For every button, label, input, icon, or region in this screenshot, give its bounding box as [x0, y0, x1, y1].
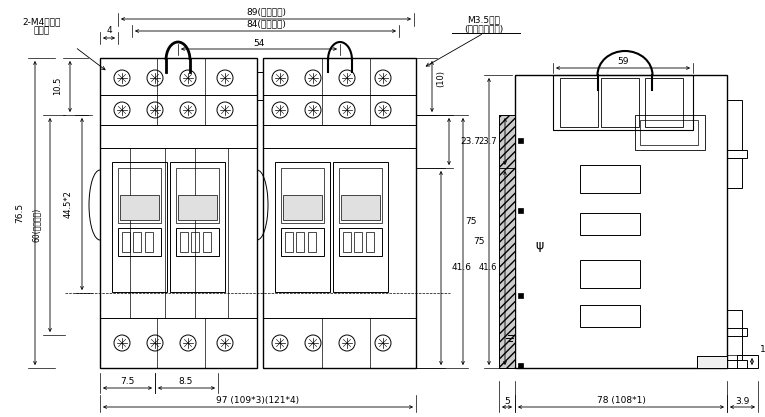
- Text: 78 (108*1): 78 (108*1): [597, 397, 646, 405]
- Bar: [515, 75, 727, 368]
- Bar: [580, 260, 640, 288]
- Text: 41.6: 41.6: [478, 264, 497, 272]
- Bar: [281, 228, 324, 256]
- Text: 8.5: 8.5: [179, 377, 194, 385]
- Text: 75: 75: [465, 216, 477, 226]
- Text: 4: 4: [106, 25, 112, 35]
- Bar: [727, 158, 742, 188]
- Bar: [118, 168, 161, 223]
- Text: 41.6: 41.6: [452, 264, 472, 272]
- Text: 44.5*2: 44.5*2: [63, 190, 73, 218]
- Bar: [645, 78, 683, 127]
- Bar: [560, 78, 598, 127]
- Bar: [283, 195, 322, 220]
- Bar: [640, 120, 698, 145]
- Text: 23.7: 23.7: [460, 136, 480, 146]
- Text: 10.5: 10.5: [54, 77, 63, 95]
- Bar: [341, 195, 380, 220]
- Text: 3.9: 3.9: [735, 397, 749, 405]
- Bar: [100, 58, 257, 368]
- Bar: [122, 232, 130, 252]
- Bar: [281, 168, 324, 223]
- Bar: [339, 228, 382, 256]
- Bar: [120, 195, 159, 220]
- Text: 2-M4ねじ用: 2-M4ねじ用: [23, 18, 61, 27]
- Text: 7.5: 7.5: [120, 377, 134, 385]
- Bar: [339, 168, 382, 223]
- Text: 89(取付寸法): 89(取付寸法): [246, 8, 286, 17]
- Bar: [170, 162, 225, 292]
- Bar: [499, 115, 515, 368]
- Text: 5: 5: [504, 397, 510, 405]
- Bar: [343, 232, 351, 252]
- Bar: [133, 232, 141, 252]
- Bar: [635, 115, 705, 150]
- Text: ψ: ψ: [536, 239, 544, 251]
- Bar: [727, 100, 742, 150]
- Bar: [727, 360, 747, 368]
- Text: 10: 10: [760, 344, 765, 354]
- Text: 97 (109*3)(121*4): 97 (109*3)(121*4): [216, 397, 300, 405]
- Text: 60(取付寸法): 60(取付寸法): [31, 208, 41, 242]
- Bar: [518, 363, 523, 368]
- Bar: [176, 228, 219, 256]
- Bar: [727, 310, 742, 360]
- Text: 76.5: 76.5: [15, 203, 24, 223]
- Text: 取付穴: 取付穴: [34, 27, 50, 35]
- Bar: [518, 293, 523, 298]
- Bar: [333, 162, 388, 292]
- Bar: [285, 232, 293, 252]
- Bar: [275, 162, 330, 292]
- Text: M3.5ねじ: M3.5ねじ: [467, 15, 500, 25]
- Bar: [180, 232, 188, 252]
- Bar: [518, 138, 523, 143]
- Bar: [203, 232, 211, 252]
- Text: 23.7: 23.7: [478, 136, 497, 146]
- Bar: [697, 356, 727, 368]
- Bar: [553, 75, 693, 130]
- Bar: [580, 165, 640, 193]
- Bar: [145, 232, 153, 252]
- Bar: [118, 228, 161, 256]
- Bar: [366, 232, 374, 252]
- Text: 54: 54: [253, 38, 265, 48]
- Bar: [176, 168, 219, 223]
- Text: (セルフアップ): (セルフアップ): [464, 25, 503, 33]
- Bar: [191, 232, 199, 252]
- Bar: [518, 208, 523, 213]
- Bar: [178, 195, 217, 220]
- Bar: [354, 232, 362, 252]
- Text: 84(取付寸法): 84(取付寸法): [246, 20, 286, 28]
- Bar: [308, 232, 316, 252]
- Bar: [580, 305, 640, 327]
- Bar: [727, 328, 747, 336]
- Bar: [727, 150, 747, 158]
- Bar: [580, 213, 640, 235]
- Text: (10): (10): [437, 70, 445, 86]
- Bar: [263, 58, 416, 368]
- Bar: [737, 355, 758, 368]
- Bar: [112, 162, 167, 292]
- Text: 59: 59: [617, 56, 629, 65]
- Bar: [601, 78, 639, 127]
- Text: 75: 75: [473, 236, 484, 246]
- Bar: [296, 232, 304, 252]
